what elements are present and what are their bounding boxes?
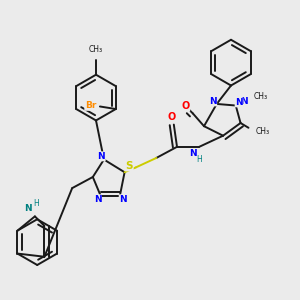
Text: N: N: [24, 204, 32, 213]
Text: N: N: [98, 152, 105, 161]
Text: CH₃: CH₃: [253, 92, 267, 101]
Text: O: O: [182, 101, 190, 111]
Text: N: N: [240, 97, 247, 106]
Text: S: S: [126, 161, 133, 171]
Text: N: N: [209, 97, 217, 106]
Text: H: H: [34, 200, 39, 208]
Text: Br: Br: [85, 101, 96, 110]
Text: N: N: [235, 98, 243, 107]
Text: N: N: [189, 149, 197, 158]
Text: N: N: [119, 195, 127, 204]
Text: N: N: [94, 195, 101, 204]
Text: O: O: [167, 112, 176, 122]
Text: CH₃: CH₃: [89, 45, 103, 54]
Text: CH₃: CH₃: [256, 127, 270, 136]
Text: H: H: [196, 155, 202, 164]
